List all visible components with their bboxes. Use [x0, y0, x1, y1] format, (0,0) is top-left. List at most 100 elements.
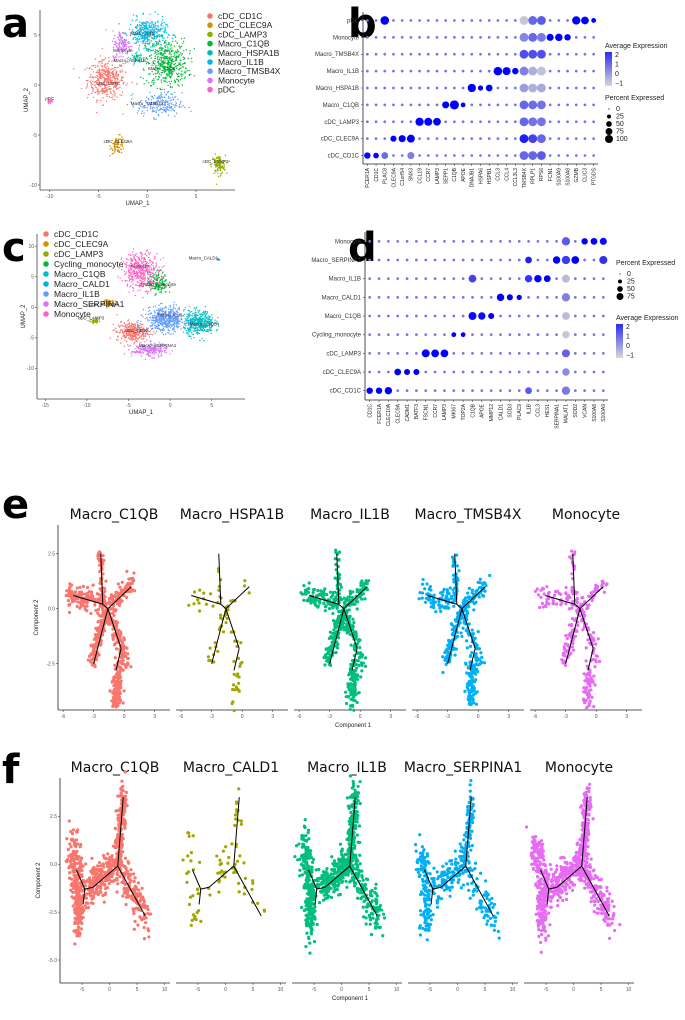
cell-point [144, 332, 146, 334]
cell-point [107, 93, 109, 95]
cell-point [217, 257, 219, 260]
cell-point [159, 96, 161, 98]
dot-Macro_IL1B-S100A9 [601, 277, 605, 281]
dot-Macro_SERPINA1-CADM1 [405, 258, 409, 262]
cell-point [131, 260, 133, 263]
cell-point [192, 318, 194, 320]
dot-Macro_IL1B-SEPP1 [444, 69, 448, 73]
dot-cDC_LAMP3-HES1 [545, 351, 549, 355]
cell-point [132, 38, 134, 41]
cell-point [142, 115, 145, 117]
cell-point [137, 33, 139, 35]
legend-swatch [43, 261, 49, 267]
cell-point [147, 39, 149, 42]
cell-point [139, 76, 142, 78]
cell-point [165, 107, 168, 110]
cell-point [185, 49, 187, 51]
legend-label: Macro_IL1B [54, 289, 100, 299]
cell-point [174, 56, 176, 59]
cell-point [149, 261, 151, 263]
cell-point [150, 57, 153, 59]
cell-point [98, 319, 100, 321]
cell-point [118, 150, 121, 152]
cell-point [144, 253, 147, 255]
cell-point [120, 47, 123, 49]
cell-point [97, 599, 101, 603]
cell-point [201, 322, 204, 325]
cell-point [149, 352, 151, 354]
dot-Macro_C1QB-RPS6 [537, 100, 546, 110]
dot-cDC_CD1C-RPS6 [537, 151, 546, 160]
color-bar [605, 52, 612, 86]
dot-Macro_C1QB-C1orf54 [400, 103, 404, 107]
cell-point [101, 65, 104, 67]
dot-cDC_CLEC9A-FCN1 [548, 137, 552, 141]
dot-Macro_TMSB4X-PTGDS [592, 52, 596, 56]
cell-point [175, 72, 178, 75]
dot-Macro_TMSB4X-APOE [461, 52, 465, 56]
dot-cDC_LAMP3-FCN1 [548, 120, 552, 124]
cell-point [132, 286, 134, 289]
cell-point [98, 69, 100, 71]
cell-point [140, 326, 143, 329]
cell-point [177, 316, 179, 319]
panel-letter-f: f [2, 747, 20, 793]
cell-point [154, 351, 156, 353]
cell-point [173, 55, 176, 57]
cell-point [89, 75, 91, 78]
size-legend-label: 50 [627, 286, 635, 293]
cell-point [151, 81, 153, 83]
cell-point [134, 278, 136, 280]
cell-point [173, 304, 175, 306]
cell-point [126, 103, 129, 106]
cell-point [113, 90, 115, 93]
cell-point [120, 94, 123, 97]
cell-point [197, 329, 199, 332]
dot-Macro_C1QB-APOE [460, 102, 466, 108]
cell-point [170, 99, 173, 101]
dot-cDC_CLEC9A-GZMB [574, 137, 578, 141]
cell-point [154, 30, 156, 32]
cell-point [112, 37, 115, 40]
dot-Monocyte-CCL3L3 [513, 35, 517, 39]
cell-point [137, 110, 140, 112]
cell-point [183, 326, 185, 328]
cluster-Macro_HSPA1B [129, 51, 145, 66]
cell-point [119, 34, 122, 37]
cell-point [149, 13, 151, 16]
column-label: HSPB1 [487, 168, 493, 185]
column-label: CALD1 [498, 404, 504, 420]
dot-cDC_CLEC9A-C1QB [453, 137, 456, 141]
cell-point [155, 284, 157, 287]
cell-point [162, 19, 164, 21]
cell-point [194, 311, 197, 314]
cell-point [173, 306, 175, 308]
cell-point [139, 289, 141, 291]
cell-point [152, 44, 154, 47]
cell-point [115, 327, 117, 330]
cell-point [160, 71, 163, 74]
cluster-cDC_CD1C [109, 314, 156, 347]
cell-point [99, 60, 101, 63]
cell-point [169, 86, 172, 89]
cell-point [112, 73, 114, 75]
dot-cDC_CLEC9A-HES1 [545, 370, 549, 374]
cell-point [164, 279, 167, 282]
cell-point [133, 258, 135, 260]
cell-point [151, 32, 153, 34]
dot-Macro_IL1B-FSCN1 [424, 277, 428, 281]
dot-Macro_CALD1-S100A9 [601, 295, 605, 299]
cell-point [111, 76, 113, 79]
y-axis-label: UMAP_2 [21, 304, 27, 329]
cell-point [167, 48, 169, 50]
row-label: Macro_C1QB [325, 314, 361, 320]
cell-point [135, 329, 137, 332]
dot-Macro_IL1B-MALAT1 [561, 274, 570, 283]
cell-point [147, 61, 149, 64]
cell-point [125, 272, 127, 275]
cell-point [226, 172, 228, 174]
cell-point [70, 590, 74, 595]
dot-Macro_SERPINA1-MALAT1 [561, 255, 571, 265]
cell-point [139, 330, 141, 333]
